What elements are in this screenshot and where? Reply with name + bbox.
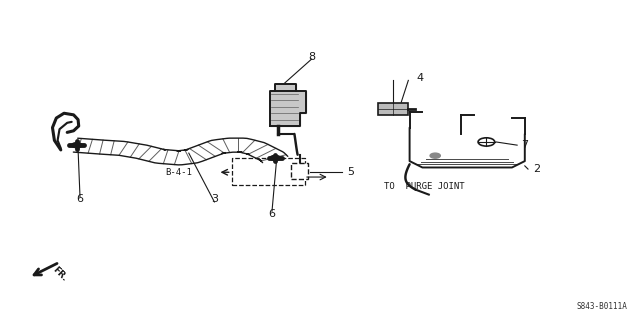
Text: 4: 4 — [417, 73, 424, 83]
Text: FR.: FR. — [51, 265, 68, 284]
Text: S843-B0111A: S843-B0111A — [577, 302, 627, 311]
Polygon shape — [275, 84, 296, 91]
Text: B-4-1: B-4-1 — [165, 168, 192, 177]
Bar — [232, 158, 305, 185]
Circle shape — [430, 153, 440, 158]
Bar — [378, 103, 408, 115]
Text: 5: 5 — [348, 167, 354, 177]
Text: 6: 6 — [269, 209, 275, 219]
Text: 3: 3 — [211, 194, 218, 204]
Circle shape — [270, 155, 280, 160]
Text: 8: 8 — [308, 52, 316, 62]
Text: 7: 7 — [521, 140, 529, 150]
Text: 6: 6 — [77, 194, 83, 204]
Text: 2: 2 — [532, 164, 540, 174]
Bar — [291, 163, 308, 179]
Text: TO  PURGE JOINT: TO PURGE JOINT — [384, 182, 465, 191]
Circle shape — [72, 143, 82, 148]
Polygon shape — [270, 91, 306, 126]
